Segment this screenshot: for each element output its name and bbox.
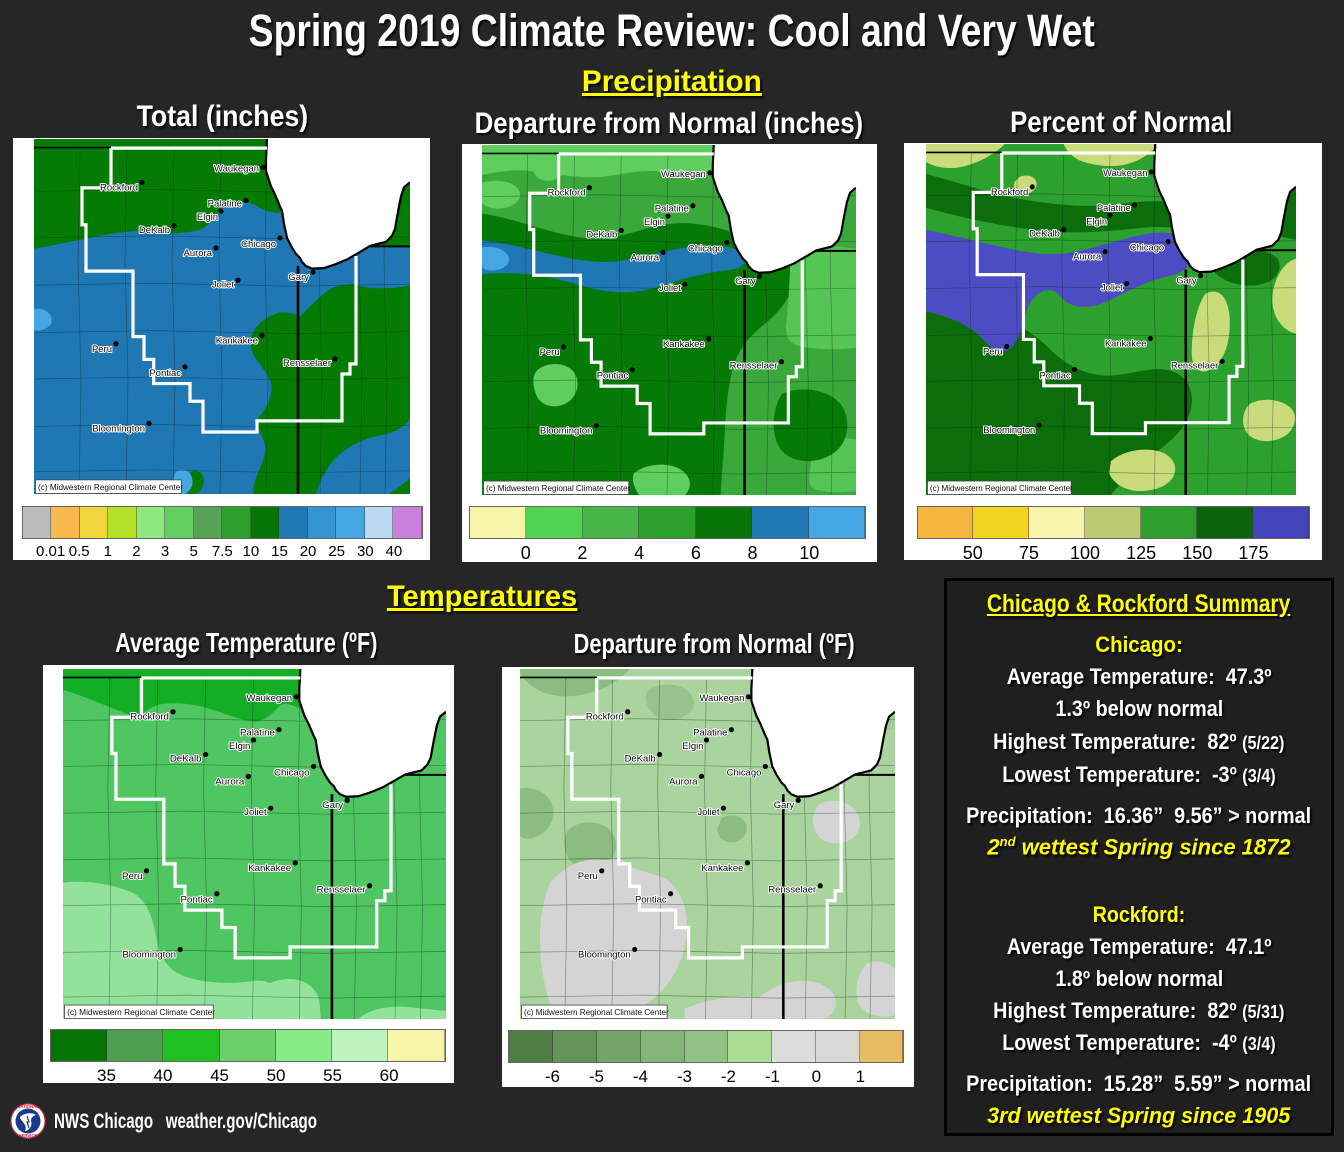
svg-text:Pontiac: Pontiac [1039,369,1070,380]
svg-text:Gary: Gary [288,272,309,283]
svg-text:Palatine: Palatine [208,199,242,210]
svg-text:Rockford: Rockford [548,188,586,199]
svg-text:Chicago: Chicago [1130,242,1164,253]
svg-text:NATIONAL: NATIONAL [17,1104,39,1109]
svg-text:Bloomington: Bloomington [983,424,1035,435]
svg-text:Palatine: Palatine [240,728,275,739]
svg-text:Chicago: Chicago [688,243,723,254]
svg-text:DeKalb: DeKalb [625,753,656,764]
svg-text:Chicago: Chicago [727,767,762,778]
svg-text:Kankakee: Kankakee [663,339,705,350]
svg-text:Rockford: Rockford [130,712,169,723]
svg-text:Waukegan: Waukegan [1103,167,1147,178]
svg-text:Peru: Peru [578,871,598,882]
svg-text:Pontiac: Pontiac [597,371,629,382]
svg-text:Waukegan: Waukegan [699,693,744,704]
svg-text:Aurora: Aurora [1073,251,1102,262]
svg-text:Rensselaer: Rensselaer [317,885,367,896]
svg-text:Gary: Gary [322,800,343,811]
svg-text:Aurora: Aurora [631,252,660,263]
svg-text:(c) Midwestern Regional Climat: (c) Midwestern Regional Climate Center [38,483,183,492]
svg-text:Bloomington: Bloomington [122,949,176,960]
svg-text:Rensselaer: Rensselaer [1171,359,1218,370]
svg-text:Aurora: Aurora [184,248,213,259]
svg-text:Gary: Gary [735,276,756,287]
svg-text:Waukegan: Waukegan [661,169,706,180]
svg-text:(c) Midwestern Regional Climat: (c) Midwestern Regional Climate Center [930,484,1073,493]
svg-text:Pontiac: Pontiac [635,895,667,906]
svg-text:Palatine: Palatine [693,728,727,739]
svg-text:Joliet: Joliet [659,283,681,294]
svg-text:Gary: Gary [774,800,795,811]
svg-text:Bloomington: Bloomington [540,425,592,436]
svg-text:Rockford: Rockford [586,712,624,723]
svg-text:Joliet: Joliet [1101,282,1123,293]
svg-text:Waukegan: Waukegan [214,163,259,174]
svg-text:Rockford: Rockford [991,186,1028,197]
svg-text:Peru: Peru [983,345,1003,356]
svg-text:Peru: Peru [92,344,112,355]
svg-text:Elgin: Elgin [1086,215,1107,226]
svg-text:Elgin: Elgin [644,217,665,228]
svg-text:DeKalb: DeKalb [586,229,617,240]
svg-text:Rensselaer: Rensselaer [768,885,816,896]
svg-text:Aurora: Aurora [215,776,245,787]
svg-text:DeKalb: DeKalb [139,225,170,236]
svg-text:Pontiac: Pontiac [149,368,181,379]
svg-text:Elgin: Elgin [229,741,250,752]
svg-text:Kankakee: Kankakee [701,863,743,874]
svg-text:Joliet: Joliet [212,279,235,290]
svg-text:(c) Midwestern Regional Climat: (c) Midwestern Regional Climate Center [67,1008,215,1017]
svg-text:Rensselaer: Rensselaer [730,361,778,372]
svg-text:(c) Midwestern Regional Climat: (c) Midwestern Regional Climate Center [486,484,631,493]
svg-text:(c) Midwestern Regional Climat: (c) Midwestern Regional Climate Center [524,1008,669,1017]
svg-text:Rockford: Rockford [100,182,138,193]
svg-text:Joliet: Joliet [244,807,267,818]
svg-text:Bloomington: Bloomington [578,949,631,960]
svg-text:Kankakee: Kankakee [248,863,291,874]
svg-text:Aurora: Aurora [669,776,698,787]
svg-text:SERVICE: SERVICE [19,1133,38,1138]
svg-text:Bloomington: Bloomington [92,423,145,434]
svg-text:Pontiac: Pontiac [181,895,213,906]
svg-text:Kankakee: Kankakee [1105,337,1147,348]
svg-text:Peru: Peru [540,347,560,358]
svg-text:Rensselaer: Rensselaer [283,358,332,369]
svg-text:DeKalb: DeKalb [170,754,202,765]
svg-text:Elgin: Elgin [197,212,218,223]
svg-text:Palatine: Palatine [1097,202,1131,213]
svg-text:Chicago: Chicago [241,239,276,250]
svg-text:DeKalb: DeKalb [1029,228,1060,239]
svg-text:Palatine: Palatine [655,204,689,215]
svg-text:Elgin: Elgin [682,741,703,752]
svg-text:Gary: Gary [1176,275,1197,286]
svg-text:Joliet: Joliet [697,807,719,818]
svg-text:Chicago: Chicago [274,767,309,778]
svg-text:Waukegan: Waukegan [246,693,292,704]
svg-text:Peru: Peru [122,871,142,882]
svg-text:Kankakee: Kankakee [216,336,258,347]
